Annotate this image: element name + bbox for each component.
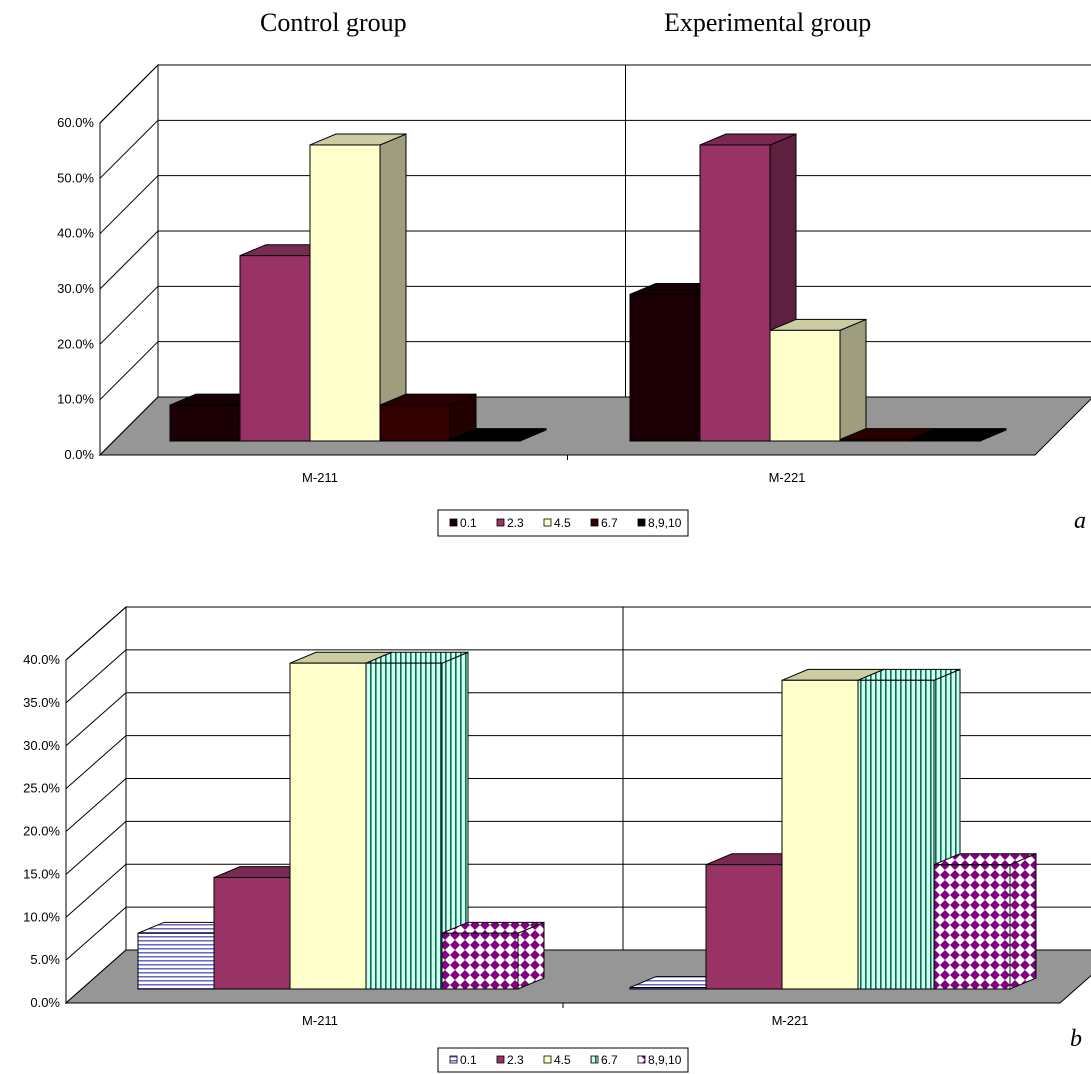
gridline-depth bbox=[65, 735, 127, 789]
y-tick-label: 5.0% bbox=[30, 952, 60, 967]
chart-a: 0.0% 10.0% 20.0% 30.0% 40.0% 50.0% 60.0% M-211 M… bbox=[57, 63, 1091, 537]
legend-label: 6.7 bbox=[601, 1053, 618, 1067]
bar-M-211-6.7 bbox=[365, 651, 469, 990]
y-tick-label: 60.0% bbox=[57, 115, 94, 130]
category-label: M-211 bbox=[302, 1013, 338, 1028]
category-label: M-221 bbox=[769, 470, 806, 485]
legend-label: 4.5 bbox=[554, 1053, 571, 1067]
legend-swatch bbox=[496, 1055, 505, 1064]
y-tick-label: 30.0% bbox=[23, 738, 60, 753]
legend-swatch bbox=[637, 518, 646, 527]
bar-front bbox=[699, 144, 771, 442]
y-tick-label: 15.0% bbox=[23, 866, 60, 881]
bar-front bbox=[933, 864, 1011, 990]
legend-label: 8,9,10 bbox=[648, 516, 682, 530]
bar-front bbox=[213, 877, 291, 990]
bar-M-221-8,9,10 bbox=[909, 427, 1007, 442]
y-tick-label: 35.0% bbox=[23, 695, 60, 710]
bar-front bbox=[629, 293, 701, 442]
gridline-depth bbox=[65, 821, 127, 875]
experimental-group-heading: Experimental group bbox=[664, 8, 872, 37]
y-tick-label: 25.0% bbox=[23, 781, 60, 796]
bar-M-211-8,9,10 bbox=[441, 921, 545, 990]
bar-front bbox=[365, 662, 443, 990]
y-tick-label: 50.0% bbox=[57, 170, 94, 185]
legend-swatch bbox=[496, 518, 505, 527]
legend-swatch bbox=[449, 1055, 458, 1064]
legend-box bbox=[437, 509, 689, 537]
panel-letter-b: b bbox=[1070, 1026, 1082, 1052]
legend-swatch bbox=[543, 518, 552, 527]
legend-swatch bbox=[449, 518, 458, 527]
bar-front bbox=[705, 864, 783, 990]
y-tick-label: 20.0% bbox=[57, 336, 94, 351]
bar-front bbox=[309, 144, 381, 442]
legend-swatch bbox=[637, 1055, 646, 1064]
gridline-depth bbox=[99, 230, 159, 290]
bar-front bbox=[629, 987, 707, 990]
legend-label: 2.3 bbox=[507, 1053, 524, 1067]
bar-front bbox=[857, 679, 935, 990]
legend-label: 2.3 bbox=[507, 516, 524, 530]
y-tick-label: 40.0% bbox=[23, 652, 60, 667]
legend: 0.1 2.3 4.5 6.7 8,9,10 bbox=[437, 509, 689, 537]
legend-label: 6.7 bbox=[601, 516, 618, 530]
y-tick-label: 20.0% bbox=[23, 824, 60, 839]
gridline-depth bbox=[65, 906, 127, 961]
y-tick-label: 0.0% bbox=[64, 447, 94, 462]
gridline-depth bbox=[99, 341, 159, 401]
bar-front bbox=[169, 404, 241, 442]
category-label: M-221 bbox=[772, 1013, 809, 1028]
bar-front bbox=[781, 679, 859, 990]
gridline-depth bbox=[65, 649, 127, 704]
bar-front bbox=[289, 662, 367, 990]
legend-label: 0.1 bbox=[460, 516, 477, 530]
category-label: M-211 bbox=[302, 470, 338, 485]
gridline-depth bbox=[65, 606, 127, 661]
bar-M-211-8,9,10 bbox=[449, 427, 547, 442]
gridline-depth bbox=[99, 285, 159, 345]
bar-front bbox=[137, 932, 215, 990]
legend-label: 4.5 bbox=[554, 516, 571, 530]
y-tick-label: 30.0% bbox=[57, 281, 94, 296]
legend-swatch bbox=[543, 1055, 552, 1064]
gridline-depth bbox=[65, 863, 127, 918]
y-tick-label: 0.0% bbox=[30, 995, 60, 1010]
legend-swatch bbox=[590, 518, 599, 527]
legend: 0.1 2.3 4.5 6.7 8,9,10 bbox=[437, 1047, 689, 1073]
bar-front bbox=[379, 404, 451, 442]
bar-M-221-4.5 bbox=[769, 318, 867, 442]
gridline-depth bbox=[65, 778, 127, 832]
y-tick-label: 40.0% bbox=[57, 226, 94, 241]
legend-label: 8,9,10 bbox=[648, 1053, 682, 1067]
gridline-depth bbox=[99, 119, 159, 179]
bar-M-211-4.5 bbox=[309, 133, 407, 442]
control-group-heading: Control group bbox=[260, 8, 407, 37]
y-tick-label: 10.0% bbox=[23, 909, 60, 924]
gridline-depth bbox=[99, 175, 159, 235]
bar-front bbox=[769, 329, 841, 442]
gridline-depth bbox=[65, 692, 127, 747]
bar-front bbox=[909, 439, 981, 442]
legend-label: 0.1 bbox=[460, 1053, 477, 1067]
legend-swatch bbox=[590, 1055, 599, 1064]
panel-letter-a: a bbox=[1074, 508, 1086, 534]
bar-side bbox=[1009, 852, 1037, 990]
legend-box bbox=[437, 1047, 689, 1073]
bar-front bbox=[239, 255, 311, 442]
bar-side bbox=[517, 921, 545, 990]
bar-M-211-6.7 bbox=[379, 393, 477, 442]
gridline-depth bbox=[99, 64, 159, 124]
y-tick-label: 10.0% bbox=[57, 392, 94, 407]
bar-M-221-8,9,10 bbox=[933, 852, 1037, 990]
bar-front bbox=[441, 932, 519, 990]
bar-front bbox=[449, 439, 521, 442]
